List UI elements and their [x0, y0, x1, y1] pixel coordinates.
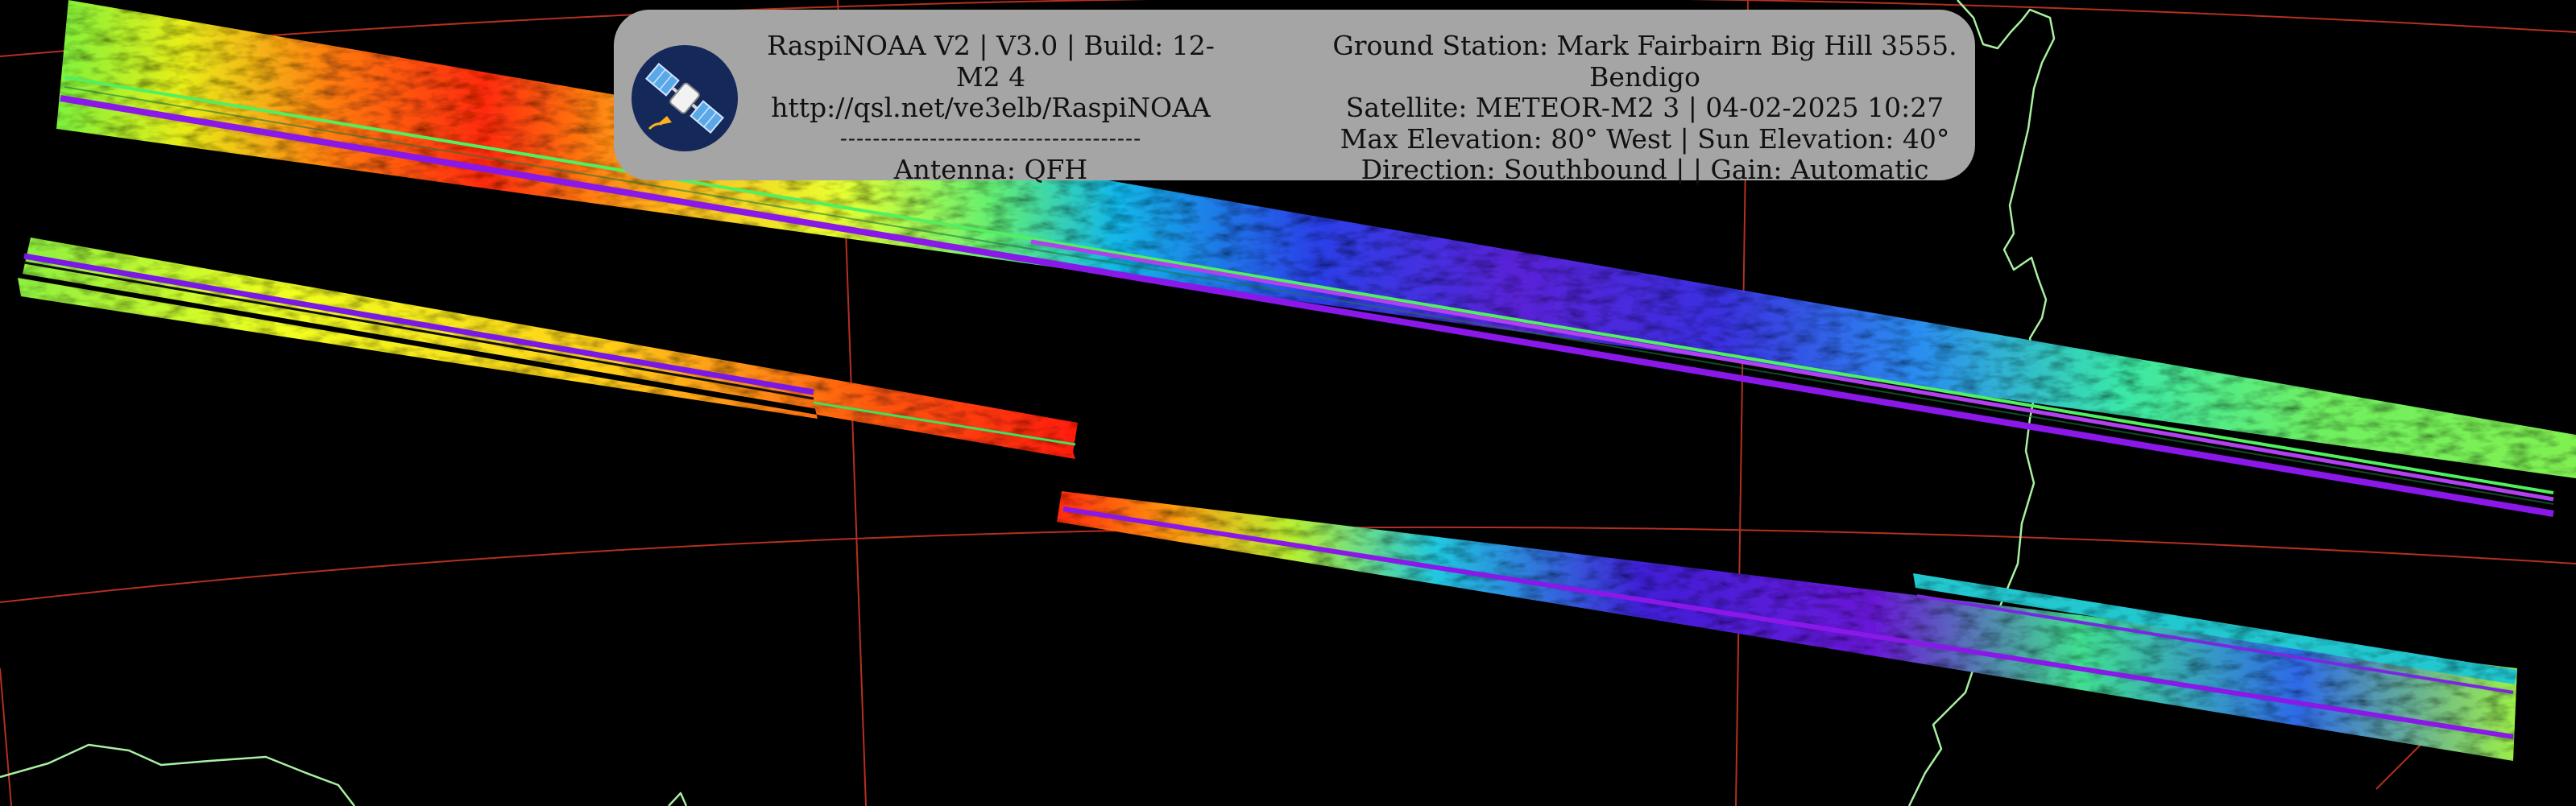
ground-station: Ground Station: Mark Fairbairn Big Hill … [1332, 30, 1957, 61]
antenna-info: Antenna: QFH [893, 153, 1088, 185]
project-url: http://qsl.net/ve3elb/RaspiNOAA [771, 92, 1211, 123]
info-overlay: RaspiNOAA V2 | V3.0 | Build: 12-M2 4 htt… [614, 10, 1975, 185]
software-version: RaspiNOAA V2 | V3.0 | Build: 12-M2 4 [767, 30, 1215, 93]
elevation-info: Max Elevation: 80° West | Sun Elevation:… [1340, 122, 1950, 155]
satellite-icon [632, 45, 738, 151]
location: Bendigo [1589, 60, 1700, 93]
pass-info: Ground Station: Mark Fairbairn Big Hill … [1323, 30, 1967, 186]
direction-gain: Direction: Southbound | | Gain: Automati… [1360, 154, 1929, 185]
separator: ------------------------------------- [839, 126, 1142, 151]
software-info: RaspiNOAA V2 | V3.0 | Build: 12-M2 4 htt… [751, 30, 1231, 185]
image-swath-lower [1057, 491, 2517, 761]
satellite-pass: Satellite: METEOR-M2 3 | 04-02-2025 10:2… [1345, 92, 1944, 123]
